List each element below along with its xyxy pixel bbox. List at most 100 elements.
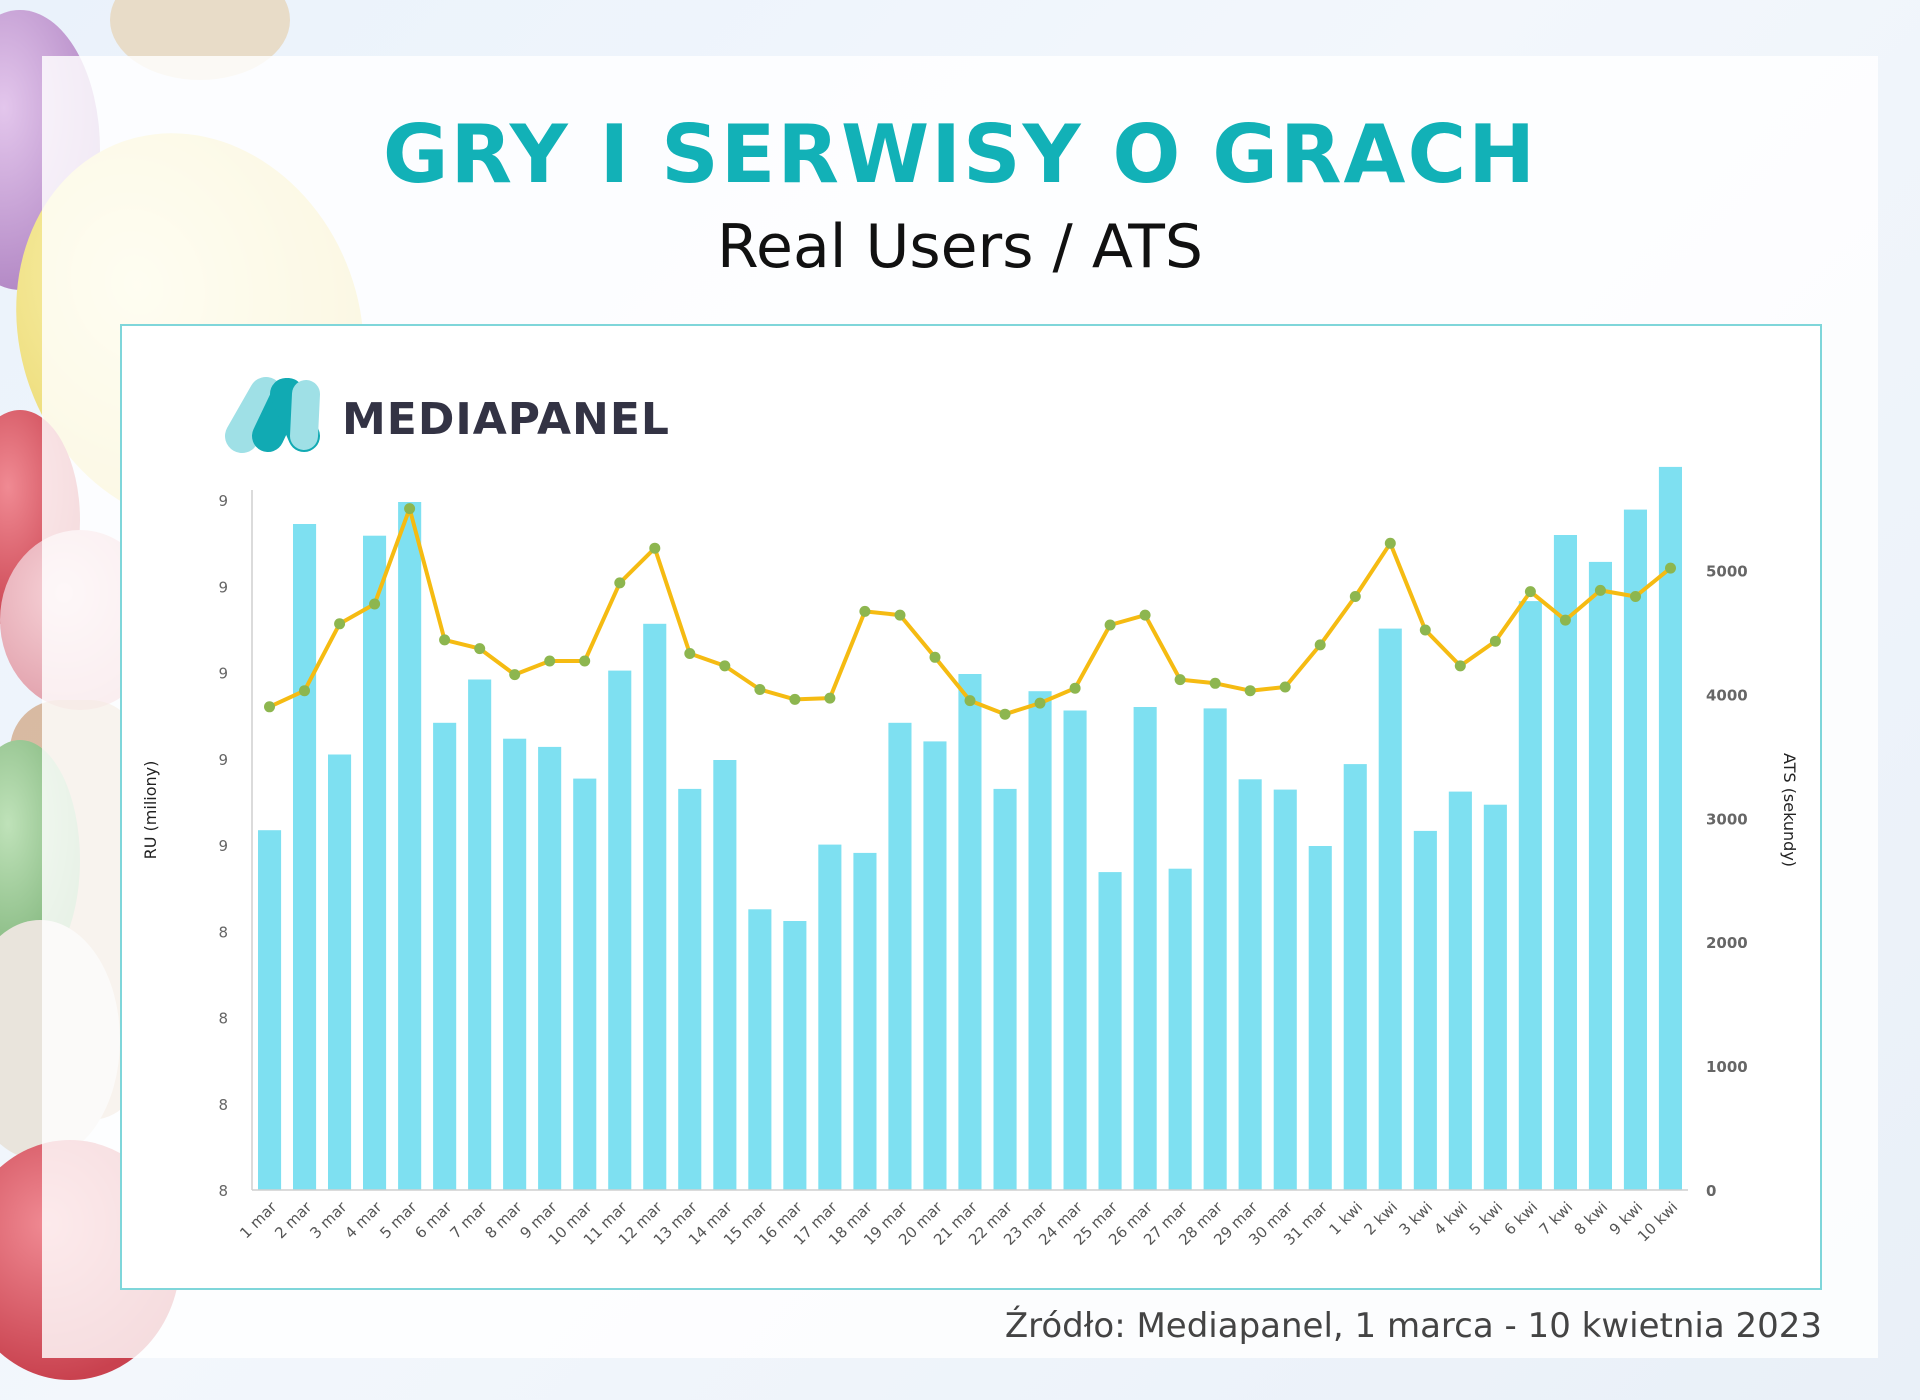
x-tick-label: 5 kwi xyxy=(1466,1198,1507,1239)
page-title: GRY I SERWISY O GRACH xyxy=(382,108,1538,201)
y-left-tick-label: 8 xyxy=(218,923,228,941)
bar-33 xyxy=(1378,628,1402,1190)
bar-9 xyxy=(538,746,562,1190)
ats-point-41 xyxy=(1665,562,1676,574)
x-tick-label: 3 mar xyxy=(306,1198,351,1243)
bar-24 xyxy=(1063,710,1087,1190)
ats-point-22 xyxy=(999,708,1011,720)
page-subtitle: Real Users / ATS xyxy=(717,212,1203,282)
y-left-tick-label: 9 xyxy=(218,578,228,596)
bar-5 xyxy=(398,502,422,1190)
ats-point-17 xyxy=(824,692,836,704)
bar-21 xyxy=(958,674,982,1190)
x-tick-label: 1 kwi xyxy=(1326,1198,1367,1239)
bar-23 xyxy=(1028,691,1052,1190)
x-tick-label: 6 kwi xyxy=(1501,1198,1542,1239)
ats-point-11 xyxy=(614,577,626,589)
y-left-tick-label: 9 xyxy=(218,665,228,683)
y-right-tick-label: 1000 xyxy=(1706,1058,1748,1076)
ats-point-16 xyxy=(789,693,801,705)
ats-point-24 xyxy=(1069,682,1081,694)
ats-point-8 xyxy=(509,669,521,681)
ats-point-20 xyxy=(929,651,941,663)
ats-point-36 xyxy=(1489,635,1501,647)
bar-34 xyxy=(1413,830,1437,1190)
bar-27 xyxy=(1168,868,1192,1190)
bar-3 xyxy=(328,754,352,1190)
bar-15 xyxy=(748,909,772,1190)
y-left-tick-label: 8 xyxy=(218,1096,228,1114)
bar-4 xyxy=(363,535,387,1190)
bar-2 xyxy=(293,524,317,1190)
x-tick-label: 4 mar xyxy=(341,1198,386,1243)
bar-25 xyxy=(1098,872,1122,1190)
bar-32 xyxy=(1343,764,1367,1190)
ats-point-18 xyxy=(859,605,871,617)
ats-point-7 xyxy=(474,643,486,655)
x-tick-label: 7 kwi xyxy=(1536,1198,1577,1239)
y-left-tick-label: 9 xyxy=(218,837,228,855)
bar-38 xyxy=(1553,535,1577,1190)
ats-point-38 xyxy=(1559,614,1571,626)
ats-point-23 xyxy=(1034,697,1046,709)
y-right-tick-label: 2000 xyxy=(1706,934,1748,952)
x-tick-label: 5 mar xyxy=(376,1198,421,1243)
ats-point-1 xyxy=(264,701,275,713)
bar-6 xyxy=(433,722,457,1190)
y-right-tick-label: 5000 xyxy=(1706,563,1748,581)
bar-28 xyxy=(1203,708,1227,1190)
bar-7 xyxy=(468,679,492,1190)
bar-37 xyxy=(1518,601,1542,1190)
x-tick-label: 7 mar xyxy=(446,1198,491,1243)
ats-point-9 xyxy=(544,655,556,667)
ats-point-13 xyxy=(684,648,696,659)
bar-12 xyxy=(643,623,667,1190)
bar-1 xyxy=(258,830,282,1190)
x-tick-label: 4 kwi xyxy=(1431,1198,1472,1239)
ats-point-26 xyxy=(1139,609,1151,621)
bar-16 xyxy=(783,921,807,1190)
x-tick-label: 3 kwi xyxy=(1396,1198,1437,1239)
bar-22 xyxy=(993,788,1017,1190)
logo-text: MEDIAPANEL xyxy=(342,394,670,445)
ats-point-34 xyxy=(1419,624,1431,636)
ats-point-27 xyxy=(1174,674,1186,686)
ats-point-15 xyxy=(754,684,766,695)
bar-30 xyxy=(1273,789,1297,1190)
bar-39 xyxy=(1588,561,1612,1190)
source-note: Źródło: Mediapanel, 1 marca - 10 kwietni… xyxy=(1004,1306,1822,1346)
ats-point-6 xyxy=(439,634,451,646)
bar-35 xyxy=(1448,791,1472,1190)
mediapanel-logo-icon xyxy=(225,377,320,453)
bar-18 xyxy=(853,852,877,1190)
ats-point-2 xyxy=(299,685,310,697)
ats-point-32 xyxy=(1349,591,1361,602)
ats-point-33 xyxy=(1384,537,1396,549)
bar-series xyxy=(258,466,1682,1191)
ats-point-4 xyxy=(369,598,381,610)
bar-26 xyxy=(1133,707,1157,1190)
bar-36 xyxy=(1483,804,1507,1190)
bar-41 xyxy=(1658,466,1682,1190)
ats-point-25 xyxy=(1104,619,1116,631)
ats-point-14 xyxy=(719,660,731,672)
ats-point-5 xyxy=(404,503,416,515)
x-tick-label: 2 kwi xyxy=(1361,1198,1402,1239)
ats-point-21 xyxy=(964,695,976,707)
bar-19 xyxy=(888,722,912,1190)
ats-point-3 xyxy=(334,618,346,630)
ats-point-39 xyxy=(1594,584,1606,596)
ats-point-29 xyxy=(1244,685,1256,697)
y-left-tick-label: 9 xyxy=(218,492,228,510)
ats-point-19 xyxy=(894,609,906,621)
bar-10 xyxy=(573,778,597,1190)
ats-point-37 xyxy=(1524,586,1536,598)
y-left-tick-label: 8 xyxy=(218,1010,228,1028)
bar-8 xyxy=(503,738,527,1190)
bar-13 xyxy=(678,788,702,1190)
x-tick-label: 6 mar xyxy=(411,1198,456,1243)
bar-14 xyxy=(713,760,737,1190)
x-tick-label: 8 mar xyxy=(481,1198,526,1243)
y-right-tick-label: 0 xyxy=(1706,1182,1716,1200)
